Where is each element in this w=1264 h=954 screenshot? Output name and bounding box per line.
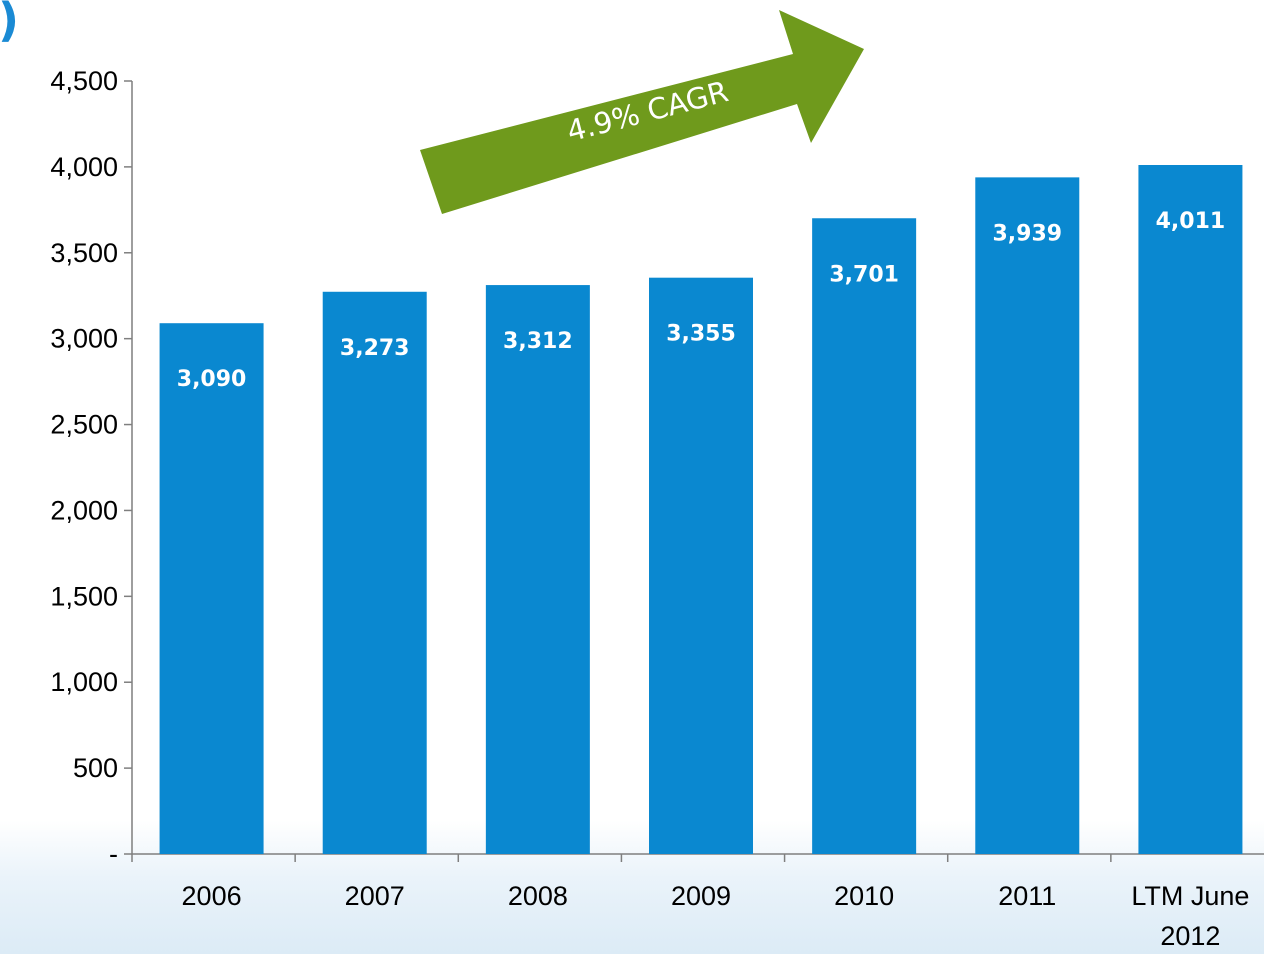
bar bbox=[1138, 164, 1243, 854]
y-tick-label: 1,000 bbox=[50, 667, 118, 697]
bar bbox=[322, 291, 427, 854]
x-tick-label: LTM June bbox=[1131, 881, 1249, 911]
x-tick-label: 2009 bbox=[671, 881, 731, 911]
y-tick-label: 3,000 bbox=[50, 324, 118, 354]
y-tick-label: - bbox=[109, 839, 118, 869]
x-tick-label: 2007 bbox=[345, 881, 405, 911]
y-tick-label: 500 bbox=[73, 753, 118, 783]
bar-value-label: 3,273 bbox=[340, 336, 410, 361]
title-fragment-mark: ) bbox=[0, 0, 19, 47]
y-tick-label: 2,500 bbox=[50, 410, 118, 440]
bar-value-label: 3,701 bbox=[829, 262, 899, 287]
bar-value-label: 3,939 bbox=[992, 221, 1062, 246]
bars: 3,090 3,273 3,312 3,355 3,701 3,939 4,011 bbox=[159, 164, 1243, 855]
x-tick-label: 2010 bbox=[834, 881, 894, 911]
x-tick-label: 2012 bbox=[1160, 921, 1220, 951]
x-tick-label: 2011 bbox=[998, 881, 1056, 911]
y-tick-label: 4,000 bbox=[50, 152, 118, 182]
cagr-arrow: 4.9% CAGR bbox=[420, 10, 864, 214]
bar bbox=[649, 277, 753, 854]
x-axis: 2006 2007 2008 2009 2010 2011 LTM June 2012 bbox=[131, 853, 1264, 951]
bar-value-label: 3,090 bbox=[177, 367, 247, 392]
bar-value-label: 3,312 bbox=[503, 329, 573, 354]
bar bbox=[975, 177, 1080, 855]
bar-value-label: 4,011 bbox=[1156, 209, 1226, 234]
x-tick-label: 2006 bbox=[182, 881, 242, 911]
y-tick-label: 2,000 bbox=[50, 495, 118, 525]
y-tick-label: 3,500 bbox=[50, 238, 118, 268]
y-tick-label: 1,500 bbox=[50, 581, 118, 611]
cagr-arrow-shape bbox=[420, 10, 864, 214]
bar bbox=[159, 323, 264, 854]
y-tick-label: 4,500 bbox=[50, 66, 118, 96]
x-tick-label: 2008 bbox=[508, 881, 568, 911]
bar bbox=[485, 285, 590, 854]
bar-value-label: 3,355 bbox=[666, 322, 736, 347]
y-axis: - 500 1,000 1,500 2,000 2,500 3,000 3,500 4,000 4… bbox=[50, 66, 133, 869]
bar bbox=[812, 218, 917, 855]
